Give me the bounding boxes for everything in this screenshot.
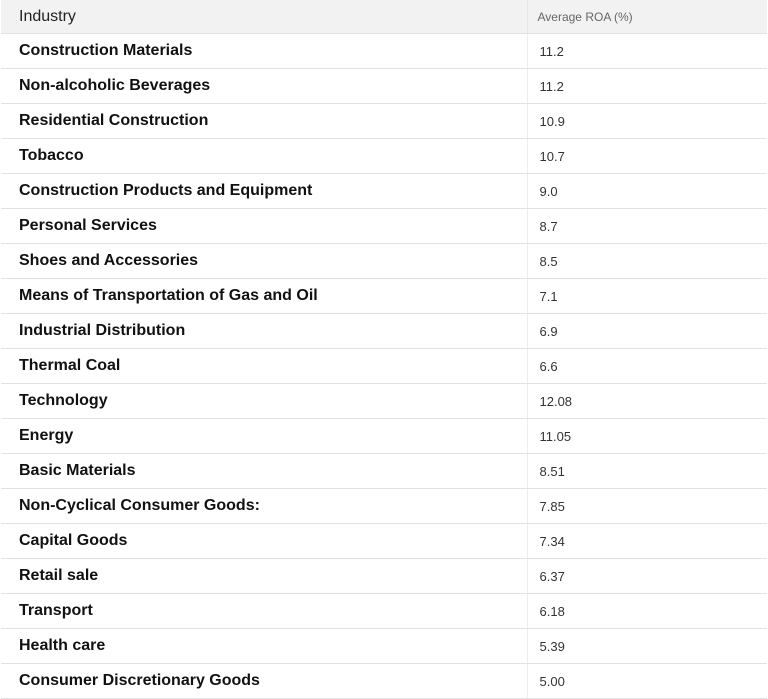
table-row: Personal Services 8.7 bbox=[1, 208, 767, 244]
table-row: Shoes and Accessories 8.5 bbox=[1, 243, 767, 279]
roa-cell: 7.34 bbox=[526, 523, 767, 559]
industry-cell: Non-alcoholic Beverages bbox=[1, 68, 527, 104]
industry-cell: Means of Transportation of Gas and Oil bbox=[1, 278, 527, 314]
table-row: Non-alcoholic Beverages 11.2 bbox=[1, 68, 767, 104]
table-row: Retail sale 6.37 bbox=[1, 558, 767, 594]
industry-cell: Shoes and Accessories bbox=[1, 243, 527, 279]
table-row: Transport 6.18 bbox=[1, 593, 767, 629]
roa-cell: 7.85 bbox=[526, 488, 767, 524]
roa-cell: 6.6 bbox=[526, 348, 767, 384]
roa-cell: 11.05 bbox=[526, 418, 767, 454]
roa-cell: 9.0 bbox=[526, 173, 767, 209]
header-cell: Average ROA (%) bbox=[526, 0, 767, 34]
industry-cell: Health care bbox=[1, 628, 527, 664]
table-row: Industrial Distribution 6.9 bbox=[1, 313, 767, 349]
industry-cell: Consumer Discretionary Goods bbox=[1, 663, 527, 699]
roa-cell: 6.37 bbox=[526, 558, 767, 594]
industry-cell: Transport bbox=[1, 593, 527, 629]
roa-cell: 8.5 bbox=[526, 243, 767, 279]
roa-cell: 6.18 bbox=[526, 593, 767, 629]
table-row: Non-Cyclical Consumer Goods: 7.85 bbox=[1, 488, 767, 524]
industry-cell: Capital Goods bbox=[1, 523, 527, 559]
table-row: Capital Goods 7.34 bbox=[1, 523, 767, 559]
roa-cell: 8.7 bbox=[526, 208, 767, 244]
industry-cell: Energy bbox=[1, 418, 527, 454]
roa-cell: 11.2 bbox=[526, 33, 767, 69]
industry-cell: Industrial Distribution bbox=[1, 313, 527, 349]
roa-cell: 5.39 bbox=[526, 628, 767, 664]
table-row: Consumer Discretionary Goods 5.00 bbox=[1, 663, 767, 699]
table-row: Means of Transportation of Gas and Oil 7.… bbox=[1, 278, 767, 314]
roa-cell: 6.9 bbox=[526, 313, 767, 349]
industry-cell: Basic Materials bbox=[1, 453, 527, 489]
industry-cell: Construction Products and Equipment bbox=[1, 173, 527, 209]
table-row: Thermal Coal 6.6 bbox=[1, 348, 767, 384]
industry-cell: Construction Materials bbox=[1, 33, 527, 69]
roa-cell: 5.00 bbox=[526, 663, 767, 699]
table-row: Basic Materials 8.51 bbox=[1, 453, 767, 489]
table-row: Energy 11.05 bbox=[1, 418, 767, 454]
table-row: Tobacco 10.7 bbox=[1, 138, 767, 174]
industry-cell: Non-Cyclical Consumer Goods: bbox=[1, 488, 527, 524]
header-row: Industry Average ROA (%) bbox=[1, 0, 767, 34]
table-row: Residential Construction 10.9 bbox=[1, 103, 767, 139]
industry-cell: Retail sale bbox=[1, 558, 527, 594]
industry-cell: Personal Services bbox=[1, 208, 527, 244]
table-row: Technology 12.08 bbox=[1, 383, 767, 419]
table-body: Construction Materials 11.2 Non-alcoholic … bbox=[1, 33, 767, 699]
roa-cell: 10.9 bbox=[526, 103, 767, 139]
industry-cell: Technology bbox=[1, 383, 527, 419]
industry-cell: Residential Construction bbox=[1, 103, 527, 139]
roa-cell: 10.7 bbox=[526, 138, 767, 174]
header-cell: Industry bbox=[1, 0, 527, 34]
roa-cell: 7.1 bbox=[526, 278, 767, 314]
table-row: Construction Products and Equipment 9.0 bbox=[1, 173, 767, 209]
industry-cell: Thermal Coal bbox=[1, 348, 527, 384]
roa-cell: 11.2 bbox=[526, 68, 767, 104]
table-row: Construction Materials 11.2 bbox=[1, 33, 767, 69]
roa-cell: 12.08 bbox=[526, 383, 767, 419]
industry-cell: Tobacco bbox=[1, 138, 527, 174]
table-row: Health care 5.39 bbox=[1, 628, 767, 664]
roa-cell: 8.51 bbox=[526, 453, 767, 489]
